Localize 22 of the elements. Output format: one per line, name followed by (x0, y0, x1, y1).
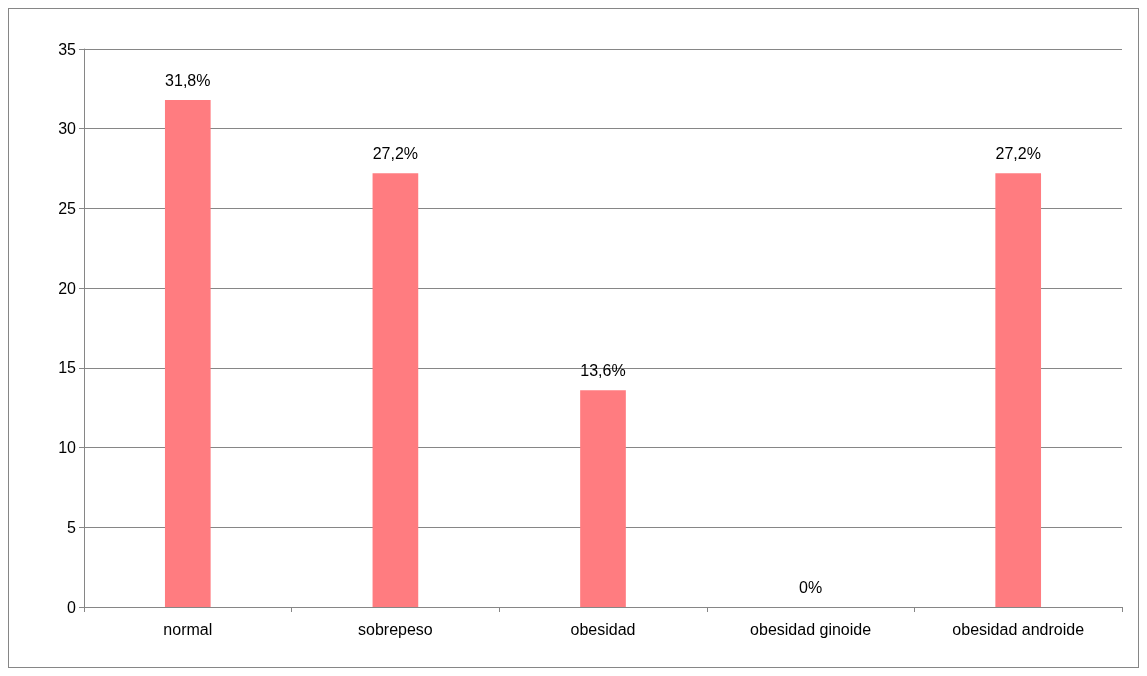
x-tick-label: obesidad (570, 620, 636, 638)
x-tick-label: normal (163, 620, 213, 638)
bar (164, 100, 211, 607)
x-tick-label: obesidad androide (952, 620, 1085, 638)
y-tick-label: 0 (67, 598, 77, 616)
data-label: 27,2% (372, 144, 419, 162)
bar (372, 173, 419, 607)
y-tick-label: 20 (58, 279, 77, 297)
y-tick-label: 25 (58, 199, 77, 217)
bar (995, 173, 1042, 607)
data-label: 0% (799, 578, 823, 596)
y-tick-label: 35 (58, 40, 77, 58)
x-tick-label: obesidad ginoide (750, 620, 872, 638)
y-tick-label: 30 (58, 120, 77, 138)
x-tick-label: sobrepeso (358, 620, 433, 638)
data-label: 27,2% (995, 144, 1041, 162)
data-label: 13,6% (580, 361, 626, 379)
bar (580, 390, 626, 607)
y-tick-label: 10 (58, 439, 77, 457)
y-tick-label: 15 (58, 359, 77, 377)
data-label: 31,8% (165, 71, 211, 89)
y-tick-label: 5 (67, 518, 77, 536)
